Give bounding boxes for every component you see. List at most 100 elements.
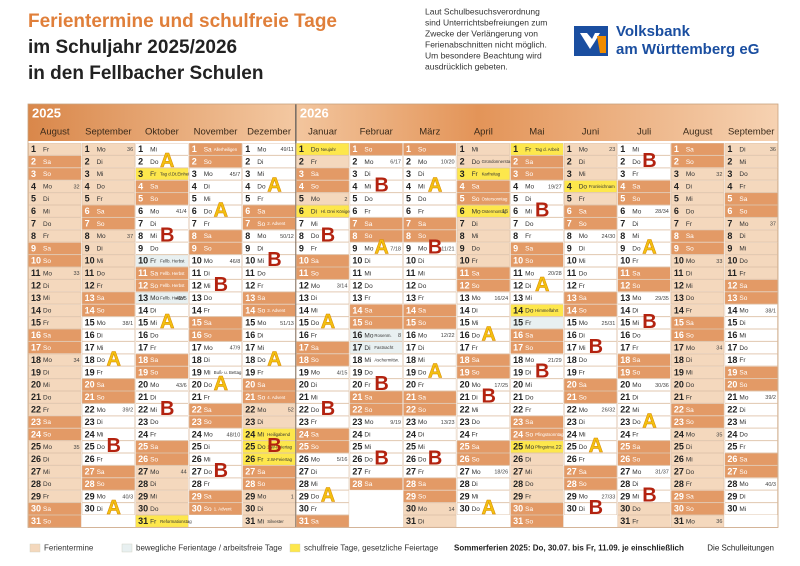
- day-number: 13: [138, 293, 148, 303]
- weekday: So: [739, 295, 747, 302]
- day-cell: [671, 192, 725, 205]
- weekday: Fr: [364, 208, 371, 215]
- day-number: 10: [460, 256, 470, 266]
- day-number: 14: [352, 305, 362, 315]
- day-cell: [403, 341, 457, 354]
- weekday: Di: [472, 481, 478, 488]
- day-cell: [296, 502, 350, 515]
- week-number: 2: [344, 197, 347, 203]
- weekday: So: [257, 308, 265, 315]
- handwritten-letter: B: [642, 311, 656, 333]
- day-number: 18: [299, 355, 309, 365]
- day-cell: [724, 477, 778, 491]
- day-number: 22: [299, 404, 309, 414]
- weekday: Do: [632, 246, 641, 253]
- week-number: 34: [73, 358, 79, 364]
- day-number: 1: [192, 144, 197, 154]
- day-cell: [296, 304, 350, 317]
- day-cell: [296, 279, 350, 292]
- day-cell: [724, 205, 778, 218]
- day-number: 12: [352, 280, 362, 290]
- day-note: Silvester: [267, 519, 284, 524]
- day-cell: [617, 180, 671, 193]
- day-note: Hl. Drei Könige: [321, 209, 351, 214]
- day-cell: [564, 291, 617, 305]
- day-number: 31: [299, 516, 309, 526]
- day-number: 2: [460, 156, 465, 166]
- day-number: 18: [31, 355, 41, 365]
- day-number: 17: [620, 342, 630, 352]
- week-number: 52: [288, 408, 294, 414]
- day-cell: [724, 155, 778, 168]
- weekday: Sa: [43, 419, 51, 426]
- week-number: 4/15: [337, 370, 348, 376]
- weekday: So: [472, 456, 480, 463]
- day-cell: [617, 316, 671, 329]
- day-cell: [28, 192, 82, 205]
- day-cell: [564, 205, 617, 218]
- day-cell: [81, 366, 135, 379]
- legend-swatch: [121, 543, 133, 553]
- day-number: 13: [460, 293, 470, 303]
- day-number: 7: [245, 218, 250, 228]
- day-number: 11: [620, 268, 630, 278]
- day-cell: [456, 465, 510, 478]
- day-note: 4. Advent: [267, 395, 286, 400]
- day-number: 17: [192, 342, 202, 352]
- weekday: Fr: [472, 258, 479, 265]
- weekday: Di: [686, 357, 692, 364]
- day-number: 21: [567, 392, 577, 402]
- weekday: Do: [97, 184, 106, 191]
- day-number: 20: [727, 380, 737, 390]
- day-number: 29: [85, 491, 95, 501]
- day-number: 17: [352, 342, 362, 352]
- weekday: Mi: [632, 494, 639, 501]
- weekday: Do: [150, 332, 159, 339]
- day-cell: [189, 391, 242, 404]
- day-number: 25: [727, 442, 737, 452]
- weekday: Mi: [525, 208, 532, 215]
- day-number: 25: [620, 442, 630, 452]
- day-number: 6: [138, 206, 143, 216]
- day-number: 10: [245, 256, 255, 266]
- day-cell: [81, 279, 135, 292]
- footer-sign: Die Schulleitungen: [707, 544, 774, 553]
- day-number: 19: [245, 367, 255, 377]
- weekday: Sa: [418, 481, 426, 488]
- day-cell: [724, 180, 778, 193]
- weekday: Sa: [257, 382, 265, 389]
- weekday: So: [150, 370, 158, 377]
- day-number: 12: [460, 280, 470, 290]
- day-note: Fellb. Herbst: [160, 258, 185, 263]
- day-number: 21: [674, 392, 684, 402]
- weekday: So: [43, 518, 51, 525]
- day-number: 14: [406, 305, 416, 315]
- weekday: Di: [472, 308, 478, 315]
- handwritten-letter: B: [106, 435, 120, 457]
- weekday: So: [43, 345, 51, 352]
- weekday: Mo: [97, 233, 106, 240]
- day-number: 23: [406, 417, 416, 427]
- weekday: Mo: [525, 184, 534, 191]
- weekday: Sa: [257, 469, 265, 476]
- day-number: 9: [513, 243, 518, 253]
- day-cell: [510, 440, 564, 453]
- day-number: 14: [727, 305, 737, 315]
- day-cell: [617, 229, 671, 243]
- day-cell: [28, 453, 82, 466]
- day-number: 26: [352, 454, 362, 464]
- weekday: Mo: [257, 494, 266, 501]
- weekday: Mi: [739, 419, 746, 426]
- day-number: 5: [299, 194, 304, 204]
- day-number: 31: [245, 516, 255, 526]
- weekday: Di: [97, 246, 103, 253]
- week-number: 49/11: [280, 147, 293, 153]
- day-number: 2: [192, 156, 197, 166]
- day-cell: [456, 155, 510, 168]
- day-number: 14: [620, 305, 630, 315]
- day-cell: [296, 316, 350, 329]
- weekday: Fr: [364, 382, 371, 389]
- day-cell: [403, 229, 457, 243]
- day-number: 28: [674, 479, 684, 489]
- day-cell: [349, 428, 403, 441]
